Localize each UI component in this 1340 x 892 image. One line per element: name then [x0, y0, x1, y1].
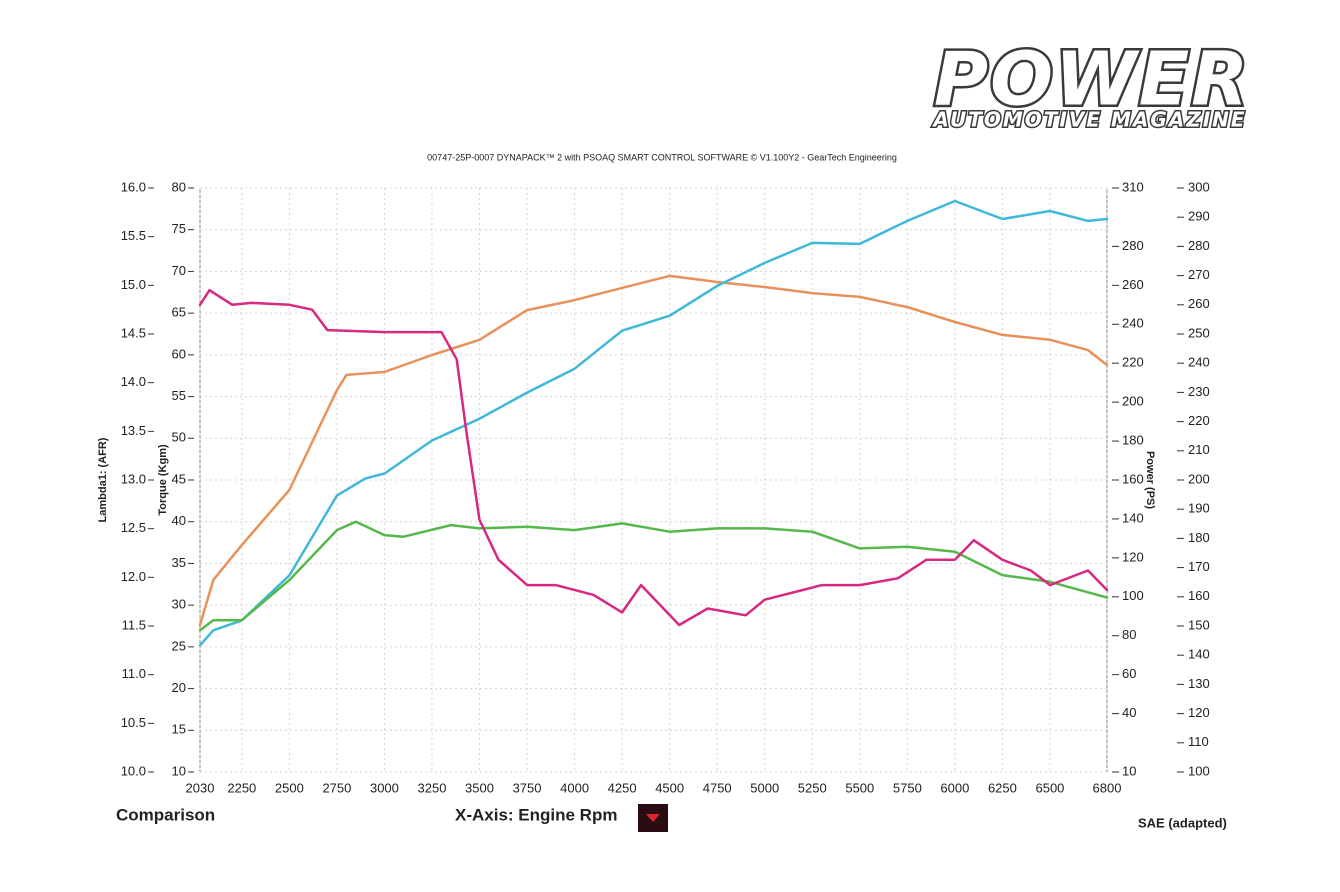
x-axis-label: X-Axis: Engine Rpm	[455, 805, 617, 824]
y2-tick-label: 10	[1122, 763, 1136, 778]
x-tick-label: 5500	[845, 780, 874, 795]
y2-tick-label: 140	[1122, 510, 1144, 525]
x-tick-label: 2030	[186, 780, 215, 795]
x-tick-label: 4750	[703, 780, 732, 795]
series-line	[198, 520, 1109, 632]
x-tick-label: 5000	[750, 780, 779, 795]
y4-tick-label: 300	[1188, 179, 1210, 194]
y2-tick-label: 200	[1122, 394, 1144, 409]
y-tick-label: 15	[172, 722, 186, 737]
y4-tick-label: 240	[1188, 355, 1210, 370]
x-tick-label: 4000	[560, 780, 589, 795]
y4-tick-label: 190	[1188, 501, 1210, 516]
y3-tick-label: 10.0	[121, 763, 146, 778]
x-tick-label: 5750	[893, 780, 922, 795]
y2-tick-label: 240	[1122, 316, 1144, 331]
footer-left: Comparison	[116, 805, 215, 824]
y3-tick-label: 11.0	[122, 666, 146, 681]
y-axis-label: Torque (Kgm)	[157, 444, 169, 516]
x-tick-label: 3750	[513, 780, 542, 795]
series-line	[198, 199, 1109, 647]
brand-tagline: AUTOMOTIVE MAGAZINE	[931, 108, 1246, 132]
y3-tick-label: 10.5	[121, 715, 146, 730]
y4-tick-label: 220	[1188, 413, 1210, 428]
y4-tick-label: 260	[1188, 296, 1210, 311]
y4-tick-label: 230	[1188, 384, 1210, 399]
x-tick-label: 2250	[227, 780, 256, 795]
y-tick-label: 35	[172, 555, 186, 570]
y3-tick-label: 16.0	[121, 179, 146, 194]
y-tick-label: 45	[172, 471, 186, 486]
y4-tick-label: 160	[1188, 588, 1210, 603]
y3-tick-label: 13.0	[121, 471, 146, 486]
y-tick-label: 40	[172, 513, 186, 528]
dropdown-arrow	[646, 814, 660, 822]
y4-tick-label: 200	[1188, 471, 1210, 486]
y3-tick-label: 13.5	[121, 423, 146, 438]
y-tick-label: 30	[172, 597, 186, 612]
y-tick-label: 55	[172, 388, 186, 403]
x-tick-label: 6000	[940, 780, 969, 795]
y4-tick-label: 250	[1188, 325, 1210, 340]
y4-tick-label: 120	[1188, 705, 1210, 720]
y-tick-label: 20	[172, 680, 186, 695]
y4-tick-label: 210	[1188, 442, 1210, 457]
brand-name: POWER	[934, 37, 1250, 123]
footer-right: SAE (adapted)	[1138, 815, 1227, 830]
x-tick-label: 2750	[322, 780, 351, 795]
y4-tick-label: 170	[1188, 559, 1210, 574]
series-line	[198, 274, 1109, 627]
y-tick-label: 70	[172, 263, 186, 278]
y4-tick-label: 180	[1188, 530, 1210, 545]
y2-tick-label: 260	[1122, 277, 1144, 292]
y4-tick-label: 110	[1188, 734, 1209, 749]
y3-tick-label: 15.5	[121, 228, 146, 243]
y4-tick-label: 140	[1188, 647, 1210, 662]
y-tick-label: 50	[172, 430, 186, 445]
y3-tick-label: 11.5	[122, 617, 146, 632]
x-tick-label: 6250	[988, 780, 1017, 795]
y3-tick-label: 15.0	[121, 277, 146, 292]
y3-tick-label: 12.5	[121, 520, 146, 535]
y2-axis-label: Power (PS)	[1144, 451, 1156, 509]
y-tick-label: 80	[172, 179, 186, 194]
x-tick-label: 3500	[465, 780, 494, 795]
y3-tick-label: 14.0	[121, 374, 146, 389]
y2-tick-label: 80	[1122, 627, 1136, 642]
y4-tick-label: 270	[1188, 267, 1210, 282]
y2-tick-label: 310	[1122, 179, 1144, 194]
x-tick-label: 3000	[370, 780, 399, 795]
y2-tick-label: 160	[1122, 471, 1144, 486]
y-tick-label: 60	[172, 346, 186, 361]
x-tick-label: 3250	[418, 780, 447, 795]
y4-tick-label: 100	[1188, 763, 1210, 778]
y3-tick-label: 12.0	[121, 569, 146, 584]
y-tick-label: 65	[172, 305, 186, 320]
y2-tick-label: 60	[1122, 666, 1136, 681]
y4-tick-label: 150	[1188, 617, 1210, 632]
y2-tick-label: 180	[1122, 433, 1144, 448]
x-tick-label: 4250	[608, 780, 637, 795]
y3-tick-label: 14.5	[121, 325, 146, 340]
x-tick-label: 4500	[655, 780, 684, 795]
y3-axis-label: Lambda1: (AFR)	[97, 437, 109, 522]
y2-tick-label: 280	[1122, 238, 1144, 253]
x-tick-label: 5250	[798, 780, 827, 795]
y-tick-label: 25	[172, 638, 186, 653]
x-tick-label: 6500	[1035, 780, 1064, 795]
y2-tick-label: 40	[1122, 705, 1136, 720]
y4-tick-label: 290	[1188, 209, 1210, 224]
y2-tick-label: 220	[1122, 355, 1144, 370]
y4-tick-label: 130	[1188, 676, 1210, 691]
y-tick-label: 10	[172, 763, 186, 778]
y4-tick-label: 280	[1188, 238, 1210, 253]
y-tick-label: 75	[172, 221, 186, 236]
chart-title: 00747-25P-0007 DYNAPACK™ 2 with PSOAQ SM…	[427, 152, 897, 162]
y2-tick-label: 100	[1122, 588, 1144, 603]
y2-tick-label: 120	[1122, 549, 1144, 564]
series-line	[198, 288, 1109, 627]
x-tick-label: 2500	[275, 780, 304, 795]
x-tick-label: 6800	[1093, 780, 1122, 795]
